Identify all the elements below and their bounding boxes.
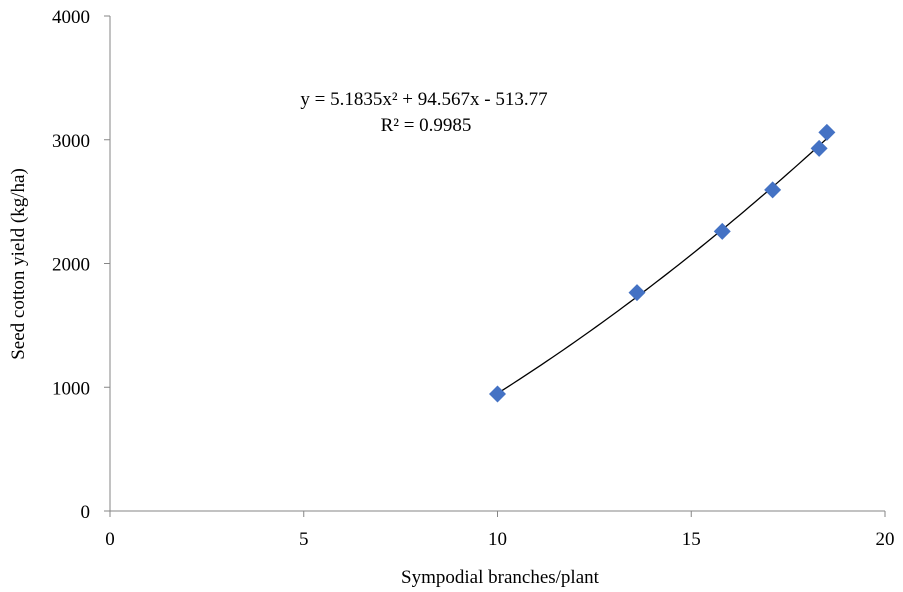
data-point: [628, 284, 646, 302]
y-tick-label: 4000: [52, 7, 90, 28]
data-point: [764, 181, 782, 199]
y-tick-label: 2000: [52, 255, 90, 276]
y-tick-label: 0: [81, 502, 91, 523]
data-point: [810, 139, 828, 157]
data-point: [713, 222, 731, 240]
data-point: [818, 123, 836, 141]
x-tick-label: 5: [299, 529, 309, 550]
ticks: 0 5 10 15 20 0 1000 2000 3000 4000: [52, 7, 895, 550]
data-points: [489, 123, 836, 403]
trendline-group: [497, 138, 828, 394]
x-tick-label: 0: [105, 529, 115, 550]
trendline-equation: y = 5.1835x² + 94.567x - 513.77: [300, 89, 547, 110]
y-tick-label: 3000: [52, 131, 90, 152]
x-tick-label: 10: [488, 529, 507, 550]
y-tick-label: 1000: [52, 378, 90, 399]
x-tick-label: 20: [876, 529, 895, 550]
x-axis-title: Sympodial branches/plant: [401, 567, 600, 588]
r-squared-label: R² = 0.9985: [381, 115, 472, 136]
y-axis-title: Seed cotton yield (kg/ha): [8, 168, 29, 360]
data-point: [489, 385, 506, 403]
x-tick-label: 15: [682, 529, 701, 550]
trendline: [497, 138, 828, 394]
